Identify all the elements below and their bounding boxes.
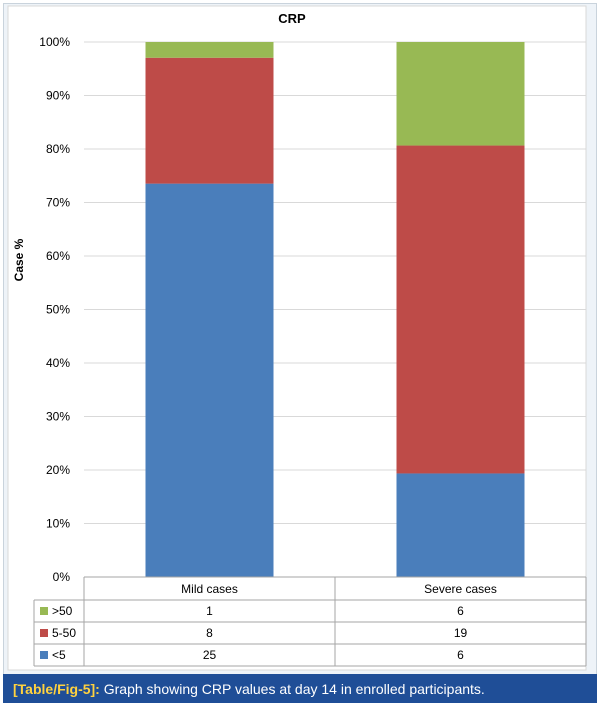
data-label: 8 <box>206 626 213 640</box>
data-label: 19 <box>454 626 468 640</box>
bar-segment-2-2 <box>396 145 525 474</box>
legend-label: 5-50 <box>52 626 76 640</box>
y-tick-label: 40% <box>46 356 70 370</box>
y-tick-label: 90% <box>46 89 70 103</box>
legend-label: <5 <box>52 648 66 662</box>
y-tick-labels: 0% 10% 20% 30% 40% 50% 60% 70% 80% 90% 100% <box>39 35 70 584</box>
y-tick-label: 30% <box>46 410 70 424</box>
y-tick-label: 60% <box>46 249 70 263</box>
figure-caption: [Table/Fig-5]: Graph showing CRP values … <box>3 674 597 703</box>
y-tick-label: 10% <box>46 517 70 531</box>
legend-swatch <box>40 651 48 659</box>
data-label: 6 <box>457 604 464 618</box>
x-tick-label: Severe cases <box>424 582 497 596</box>
y-tick-label: 80% <box>46 142 70 156</box>
data-label: 25 <box>203 648 217 662</box>
data-label: 1 <box>206 604 213 618</box>
legend-swatch <box>40 607 48 615</box>
y-tick-label: 70% <box>46 196 70 210</box>
y-tick-label: 20% <box>46 463 70 477</box>
data-label: 6 <box>457 648 464 662</box>
bar-segment-1-3 <box>145 42 274 58</box>
caption-label: [Table/Fig-5]: <box>13 681 100 697</box>
y-tick-label: 0% <box>53 570 71 584</box>
bar-segment-1-2 <box>145 57 274 184</box>
legend-label: >50 <box>52 604 73 618</box>
bar-segment-2-1 <box>396 473 525 577</box>
chart-title: CRP <box>278 11 306 26</box>
crp-stacked-bar-chart: CRP Case % 0% 10% 20% 30% 40% 50% 60% 70% 80% 90%… <box>7 5 587 671</box>
legend-swatch <box>40 629 48 637</box>
x-tick-label: Mild cases <box>181 582 238 596</box>
bar-segment-2-3 <box>396 42 525 146</box>
caption-text: Graph showing CRP values at day 14 in en… <box>103 681 485 697</box>
y-tick-label: 50% <box>46 303 70 317</box>
data-table: Mild cases Severe cases >50 1 6 5-50 8 19 <5 25 6 <box>33 577 587 667</box>
y-tick-label: 100% <box>39 35 70 49</box>
bars <box>84 42 586 578</box>
y-axis-label: Case % <box>12 238 26 281</box>
bar-segment-1-1 <box>145 183 274 577</box>
